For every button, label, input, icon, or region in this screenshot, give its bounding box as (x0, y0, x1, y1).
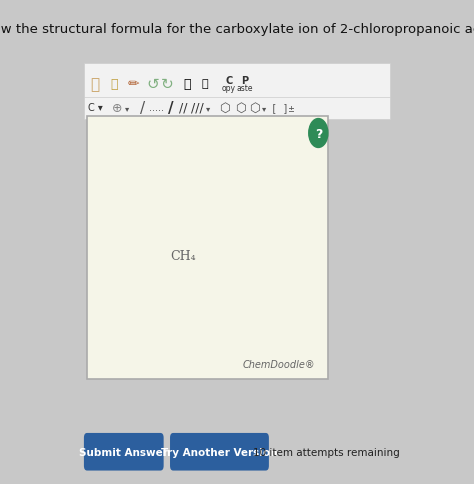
Circle shape (309, 119, 328, 148)
Text: ▾: ▾ (262, 104, 266, 113)
Text: ⬡: ⬡ (249, 102, 260, 115)
Text: /: / (168, 101, 173, 116)
Text: 🔒: 🔒 (110, 77, 118, 91)
Text: ✋: ✋ (91, 76, 100, 91)
Text: ChemDoodle®: ChemDoodle® (242, 360, 315, 370)
Text: ?: ? (315, 127, 322, 140)
Text: //: // (180, 102, 188, 115)
Text: Try Another Version: Try Another Version (161, 447, 278, 457)
Text: .....: ..... (149, 103, 164, 113)
FancyBboxPatch shape (84, 64, 390, 119)
Text: ▾: ▾ (125, 104, 129, 113)
FancyBboxPatch shape (170, 433, 269, 470)
Text: aste: aste (237, 84, 253, 92)
Text: CH₄: CH₄ (170, 250, 196, 263)
Text: ⊕: ⊕ (112, 102, 123, 115)
Text: ↺: ↺ (146, 76, 159, 91)
FancyBboxPatch shape (87, 117, 328, 379)
Text: ▾: ▾ (206, 104, 210, 113)
FancyBboxPatch shape (84, 433, 164, 470)
Text: C: C (226, 76, 233, 86)
Text: /: / (140, 101, 146, 116)
Text: 10 item attempts remaining: 10 item attempts remaining (253, 447, 400, 457)
Text: ⬡: ⬡ (235, 102, 246, 115)
Text: 🔍: 🔍 (202, 79, 209, 89)
Text: ✏: ✏ (128, 77, 139, 91)
Text: C ▾: C ▾ (88, 103, 102, 113)
Text: opy: opy (222, 84, 236, 92)
Text: Draw the structural formula for the carboxylate ion of 2-chloropropanoic acid.: Draw the structural formula for the carb… (0, 23, 474, 36)
Text: ⬡: ⬡ (219, 102, 230, 115)
Text: ///: /// (191, 102, 203, 115)
Text: Submit Answer: Submit Answer (79, 447, 168, 457)
Text: [ ]±: [ ]± (272, 103, 295, 113)
Text: 🔍: 🔍 (184, 77, 191, 91)
Text: P: P (241, 76, 248, 86)
Text: ↻: ↻ (161, 76, 173, 91)
